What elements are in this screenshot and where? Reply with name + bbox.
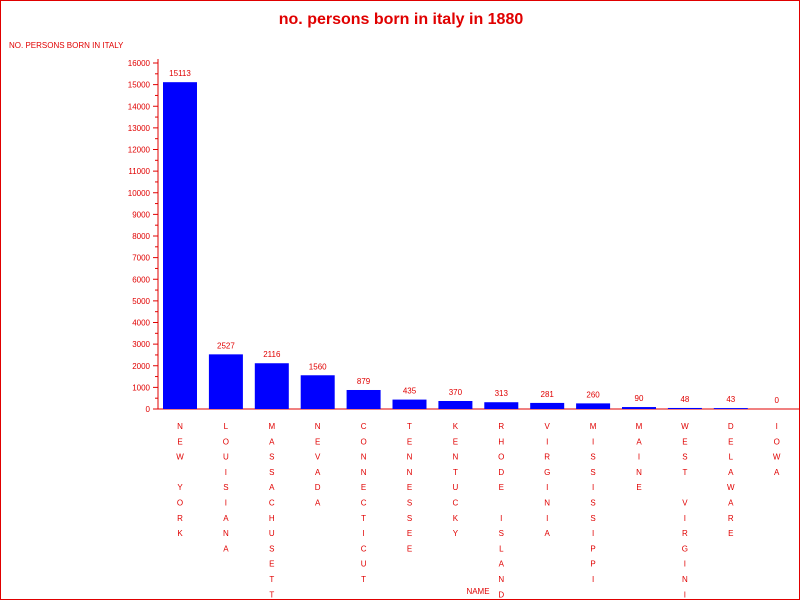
y-tick-label: 8000	[132, 232, 150, 241]
y-tick-label: 15000	[128, 81, 151, 90]
bar-value-label: 15113	[169, 69, 191, 78]
y-tick-label: 5000	[132, 297, 150, 306]
y-tick-label: 11000	[128, 167, 150, 176]
bars	[163, 82, 748, 410]
y-tick-label: 7000	[132, 254, 150, 263]
bar-value-label: 0	[774, 396, 779, 405]
y-tick-label: 4000	[132, 319, 150, 328]
bar	[254, 363, 289, 409]
bar	[438, 400, 473, 409]
x-category-label: MASSACHUSETTS	[268, 422, 275, 599]
y-tick-label: 14000	[128, 102, 151, 111]
bar-value-label: 90	[635, 394, 644, 403]
bar-value-label: 313	[495, 389, 509, 398]
bar	[163, 82, 197, 410]
bar-value-label: 260	[586, 390, 600, 399]
bar	[713, 408, 748, 409]
y-axis-ticks: 0 1000 2000 3000 4000 5000 6000 7000 8000 9000 100…	[128, 59, 158, 414]
y-tick-label: 9000	[132, 210, 150, 219]
bar	[576, 403, 611, 409]
bar	[392, 399, 427, 409]
y-tick-label: 16000	[128, 59, 151, 68]
y-tick-label: 10000	[128, 189, 151, 198]
y-tick-label: 6000	[132, 275, 150, 284]
bar	[622, 407, 656, 409]
y-axis-title: NO. PERSONS BORN IN ITALY	[9, 41, 124, 50]
bar-value-label: 281	[541, 390, 555, 399]
x-axis-title: NAME	[466, 587, 489, 596]
bar-value-label: 43	[726, 395, 735, 404]
y-tick-label: 12000	[128, 146, 151, 155]
bar-value-label: 2527	[217, 341, 235, 350]
bar	[484, 402, 519, 409]
bar	[208, 354, 243, 409]
y-tick-label: 2000	[132, 362, 150, 371]
bar-value-label: 1560	[309, 362, 327, 371]
data-labels: 15113 2527 2116 1560 879 435 370 313 281 260 90 48 4…	[169, 69, 779, 405]
bar	[346, 389, 381, 409]
y-tick-label: 3000	[132, 340, 150, 349]
bar-value-label: 435	[403, 387, 417, 396]
y-tick-label: 1000	[132, 383, 150, 392]
y-tick-label: 0	[146, 405, 151, 414]
y-tick-label: 13000	[128, 124, 151, 133]
chart-title: no. persons born in italy in 1880	[279, 11, 524, 28]
bar	[530, 402, 565, 409]
bar-value-label: 370	[449, 388, 463, 397]
bar	[300, 375, 335, 409]
bar-value-label: 2116	[263, 350, 281, 359]
bar	[667, 407, 702, 409]
bar-value-label: 48	[680, 395, 689, 404]
bar-value-label: 879	[357, 377, 371, 386]
